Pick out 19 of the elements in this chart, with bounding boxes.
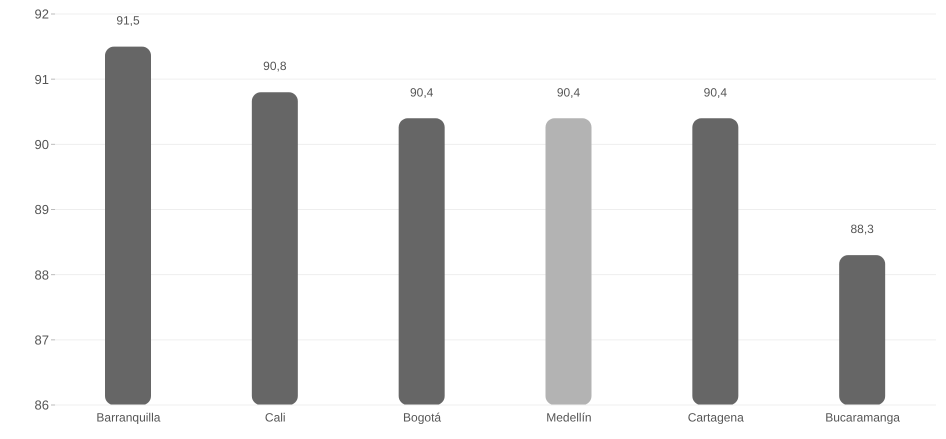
data-label: 90,8 (263, 59, 287, 74)
y-tick-label: 86 (34, 398, 49, 413)
y-tick-label: 87 (34, 332, 49, 348)
x-tick-label: Cali (264, 410, 286, 425)
data-label: 90,4 (410, 85, 434, 100)
data-label: 91,5 (116, 14, 140, 28)
y-tick-label: 91 (34, 72, 49, 87)
y-tick-label: 90 (34, 136, 49, 152)
x-tick-label: Medellín (546, 410, 592, 425)
x-tick-label: Bogotá (403, 410, 442, 425)
y-tick-label: 89 (34, 202, 49, 218)
x-tick-label: Barranquilla (96, 410, 161, 425)
data-label: 88,3 (850, 222, 874, 236)
y-tick-label: 88 (34, 267, 49, 282)
data-label: 90,4 (704, 85, 728, 100)
data-label: 90,4 (556, 85, 580, 100)
y-tick-label: 92 (34, 6, 49, 22)
x-tick-label: Bucaramanga (825, 410, 900, 425)
x-tick-label: Cartagena (688, 410, 744, 425)
